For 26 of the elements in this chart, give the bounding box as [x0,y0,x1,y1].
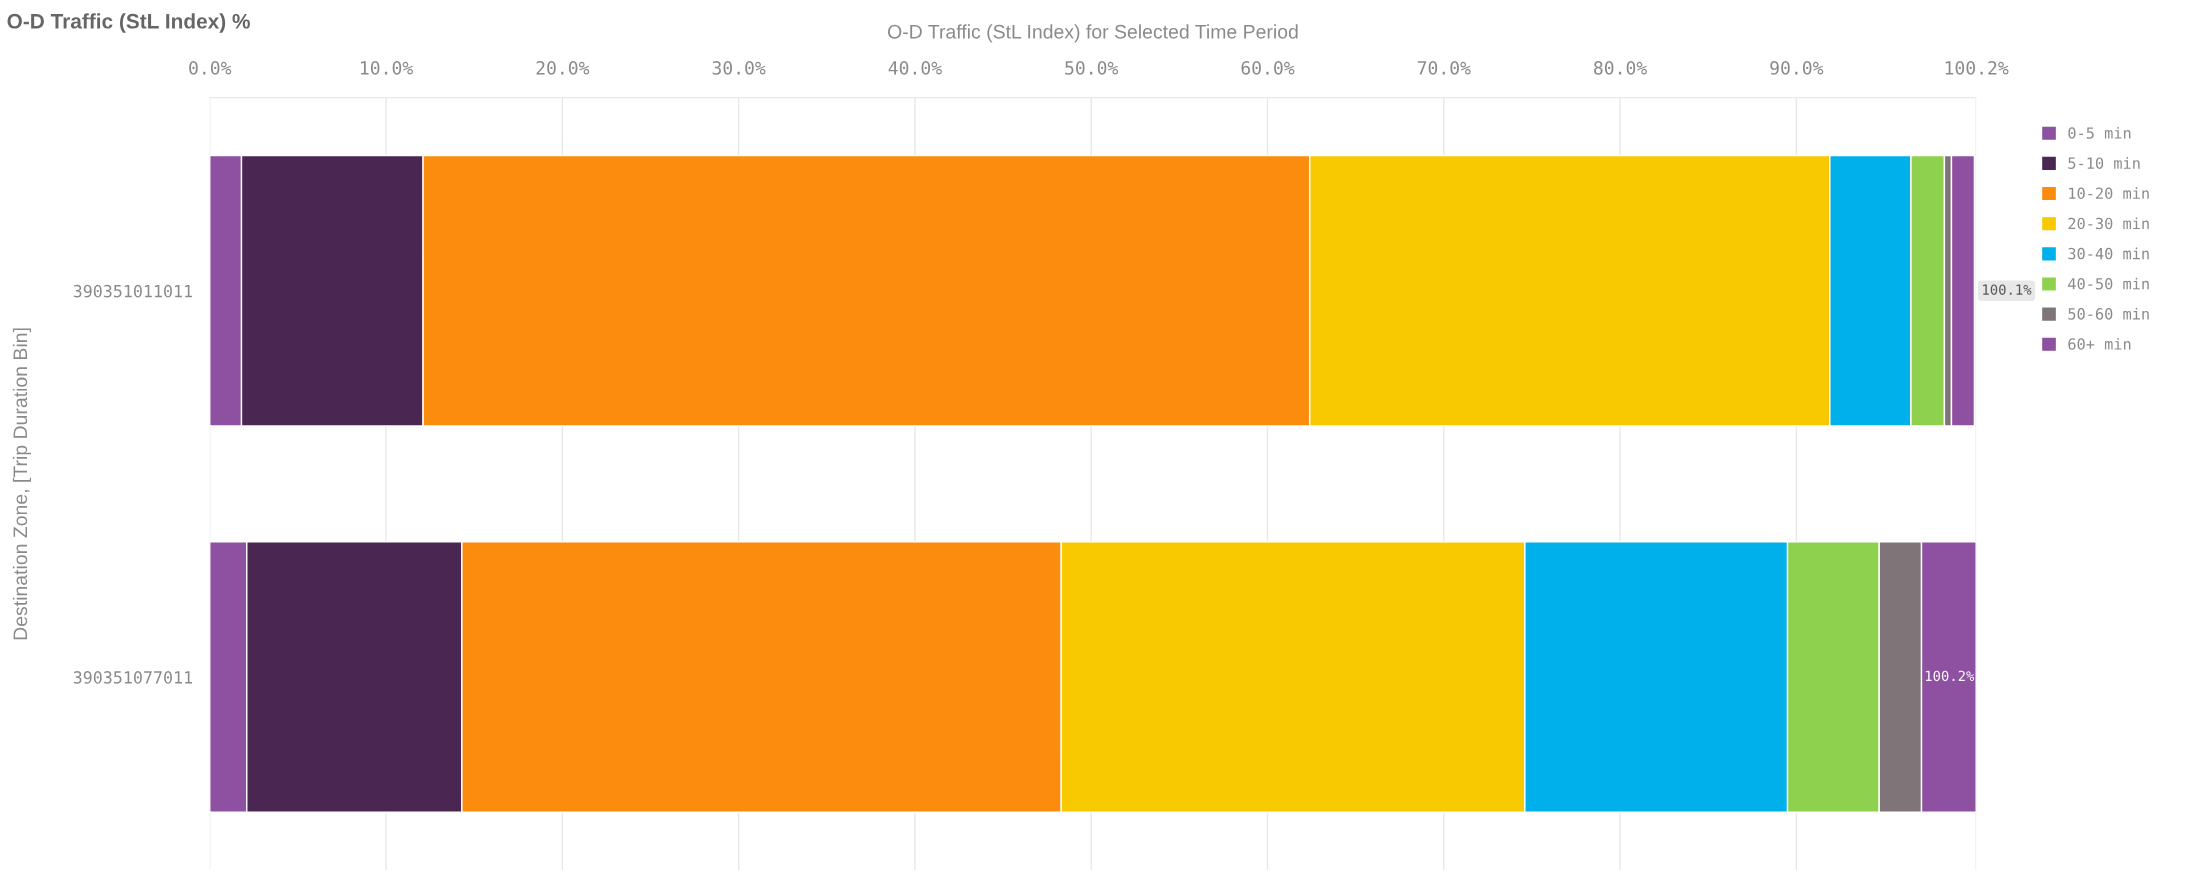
legend-label: 50-60 min [2068,307,2149,320]
legend-label: 10-20 min [2069,187,2149,200]
x-tick-label: 100.2% [1945,61,2009,75]
x-tick-label: 0.0% [189,61,232,75]
y-axis-title: Destination Zone, [Trip Duration Bin] [12,328,32,640]
legend-label: 30-40 min [2068,247,2149,260]
x-tick-label: 40.0% [888,61,942,75]
x-tick-label: 50.0% [1065,61,1119,75]
legend-label: 20-30 min [2068,217,2149,230]
legend-label: 0-5 min [2068,126,2131,139]
x-tick-label: 90.0% [1770,61,1824,75]
x-tick-label: 70.0% [1417,61,1471,75]
x-tick-label: 30.0% [712,61,766,75]
chart-title: O-D Traffic (StL Index) % [7,13,250,33]
legend-label: 40-50 min [2068,277,2149,290]
total-label: 100.1% [1983,284,2032,295]
x-axis-title: O-D Traffic (StL Index) for Selected Time Period [888,24,1298,43]
legend-label: 60+ min [2068,337,2131,350]
x-tick-label: 80.0% [1594,61,1647,75]
x-tick-label: 10.0% [361,61,413,75]
total-label: 100.2% [1925,670,1975,682]
y-tick-label: 390351011011 [73,284,192,298]
legend-label: 5-10 min [2068,157,2140,169]
x-tick-label: 60.0% [1241,61,1295,75]
y-tick-label: 390351077011 [73,671,192,684]
x-tick-label: 20.0% [536,61,590,75]
